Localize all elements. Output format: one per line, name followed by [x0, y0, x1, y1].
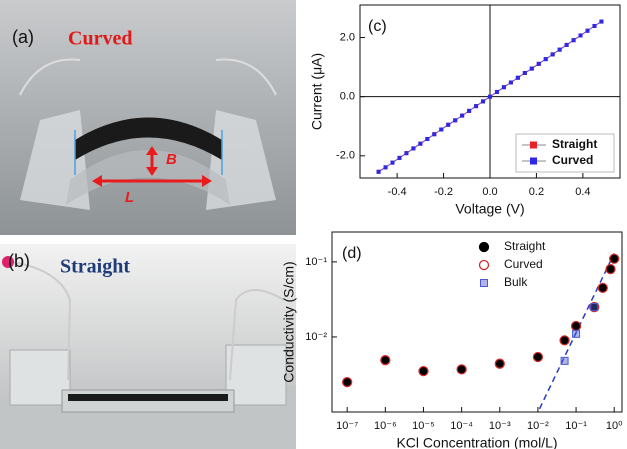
marker: [551, 52, 555, 56]
marker: [474, 104, 478, 108]
x-tick-label: 0.0: [482, 186, 497, 198]
x-tick-label: -0.4: [388, 186, 407, 198]
marker: [432, 132, 436, 136]
x-tick-label: 10⁻²: [527, 420, 549, 432]
legend-marker: [480, 261, 489, 270]
marker: [573, 330, 580, 337]
marker: [446, 123, 450, 127]
marker: [516, 76, 520, 80]
legend-marker: [530, 142, 537, 149]
marker: [488, 95, 492, 99]
marker: [495, 90, 499, 94]
y-tick-label: -2.0: [336, 150, 355, 162]
x-tick-label: 10⁻⁵: [412, 420, 435, 432]
marker: [425, 137, 429, 141]
y-tick-label: 2.0: [340, 31, 355, 43]
x-tick-label: 10⁰: [606, 420, 623, 432]
legend-label: Bulk: [504, 275, 528, 289]
marker: [439, 128, 443, 132]
x-tick-label: 0.4: [575, 186, 590, 198]
marker: [561, 357, 568, 364]
marker: [565, 43, 569, 47]
panel-label: (c): [368, 18, 387, 35]
x-axis-title: KCl Concentration (mol/L): [396, 435, 557, 449]
y-tick-label: 10⁻¹: [305, 256, 327, 268]
marker: [558, 48, 562, 52]
arrow-label: B: [166, 151, 177, 168]
photo-a: (a) Curved B L: [0, 0, 296, 235]
legend-marker: [481, 280, 488, 287]
x-tick-label: 0.2: [529, 186, 544, 198]
legend-label: Straight: [504, 239, 546, 253]
marker: [530, 67, 534, 71]
panel-label: (d): [342, 245, 362, 262]
x-axis-title: Voltage (V): [455, 201, 524, 217]
marker: [537, 62, 541, 66]
marker: [523, 71, 527, 75]
x-tick-label: 10⁻³: [489, 420, 511, 432]
photo-b: (b) Straight: [0, 244, 296, 449]
arrow-label: L: [125, 189, 134, 206]
marker: [572, 38, 576, 42]
panel-label: (b): [8, 251, 30, 271]
y-tick-label: 0.0: [340, 91, 355, 103]
marker: [384, 165, 388, 169]
x-tick-label: 10⁻⁷: [336, 420, 358, 432]
y-axis-title: Conductivity (S/cm): [281, 261, 297, 382]
y-axis-title: Current (μA): [309, 53, 325, 130]
marker: [509, 80, 513, 84]
marker: [453, 118, 457, 122]
marker: [592, 24, 596, 28]
x-tick-label: 10⁻⁶: [374, 420, 397, 432]
marker: [599, 20, 603, 24]
legend-marker: [480, 243, 489, 252]
y-tick-label: 10⁻²: [305, 331, 327, 343]
x-tick-label: 10⁻⁴: [450, 420, 473, 432]
legend-label: Curved: [552, 153, 593, 167]
legend-label: Curved: [504, 257, 543, 271]
legend-label: Straight: [552, 137, 597, 151]
marker: [397, 156, 401, 160]
photo-title: Straight: [60, 256, 130, 278]
marker: [544, 57, 548, 61]
marker: [481, 99, 485, 103]
marker: [502, 85, 506, 89]
marker: [460, 114, 464, 118]
marker: [586, 29, 590, 33]
marker: [418, 142, 422, 146]
marker: [591, 304, 598, 311]
panel-label: (a): [12, 27, 34, 47]
marker: [377, 170, 381, 174]
marker: [579, 33, 583, 37]
photo-title: Curved: [68, 28, 132, 50]
x-tick-label: 10⁻¹: [565, 420, 587, 432]
marker: [404, 151, 408, 155]
marker: [391, 161, 395, 165]
figure: (a) Curved B L (b) Straight -0.4 -0.2 0.0 0…: [0, 0, 627, 449]
legend-marker: [530, 158, 537, 165]
x-tick-label: -0.2: [434, 186, 453, 198]
marker: [411, 146, 415, 150]
marker: [467, 109, 471, 113]
